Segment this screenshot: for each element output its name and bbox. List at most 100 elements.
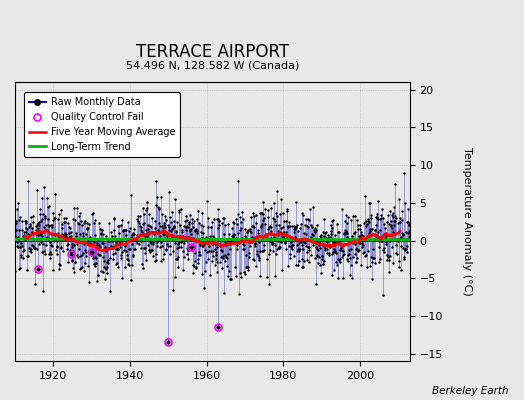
Point [296, 246, 304, 252]
Point [152, 202, 160, 208]
Point [125, 246, 133, 252]
Point [381, 235, 389, 241]
Point [313, 246, 321, 252]
Point [244, 264, 253, 270]
Point [232, 273, 241, 280]
Point [138, 232, 146, 238]
Point [351, 212, 359, 219]
Point [26, 248, 35, 254]
Point [81, 218, 89, 224]
Point [314, 246, 322, 253]
Point [191, 227, 199, 233]
Point [162, 217, 171, 223]
Point [95, 244, 104, 250]
Point [248, 223, 257, 230]
Point [230, 232, 238, 238]
Point [361, 192, 369, 199]
Point [232, 216, 240, 222]
Point [272, 188, 281, 194]
Point [358, 242, 367, 248]
Point [178, 238, 187, 244]
Point [118, 275, 126, 282]
Point [212, 244, 221, 250]
Point [178, 229, 186, 235]
Point [151, 178, 160, 184]
Point [207, 224, 215, 230]
Point [227, 276, 235, 282]
Point [234, 240, 243, 246]
Point [30, 230, 39, 236]
Point [374, 198, 383, 204]
Point [373, 214, 381, 221]
Point [302, 216, 310, 222]
Point [264, 207, 272, 213]
Point [342, 220, 351, 226]
Point [361, 236, 369, 242]
Point [358, 250, 367, 256]
Point [181, 224, 190, 230]
Point [292, 242, 301, 248]
Point [219, 252, 227, 259]
Point [140, 220, 148, 226]
Point [394, 238, 402, 244]
Point [32, 223, 40, 230]
Point [113, 237, 122, 243]
Point [341, 218, 349, 224]
Point [136, 244, 145, 251]
Point [130, 236, 139, 242]
Point [163, 222, 172, 228]
Point [24, 231, 32, 238]
Point [176, 232, 184, 239]
Point [180, 223, 189, 229]
Point [171, 274, 180, 280]
Point [71, 258, 80, 265]
Point [240, 246, 248, 252]
Point [211, 241, 219, 248]
Point [17, 252, 26, 258]
Point [40, 251, 49, 258]
Point [87, 236, 95, 242]
Point [350, 238, 358, 244]
Point [106, 255, 114, 262]
Point [18, 227, 26, 233]
Point [12, 220, 20, 226]
Point [140, 245, 148, 251]
Point [249, 256, 257, 262]
Point [183, 217, 192, 223]
Point [158, 243, 166, 249]
Point [265, 280, 273, 287]
Point [337, 243, 346, 250]
Point [356, 262, 365, 268]
Point [245, 254, 253, 260]
Point [328, 272, 336, 278]
Point [217, 247, 225, 253]
Point [377, 238, 385, 244]
Point [157, 210, 166, 217]
Point [102, 266, 110, 272]
Point [145, 210, 154, 217]
Point [254, 230, 263, 237]
Point [270, 218, 279, 224]
Point [363, 220, 371, 227]
Point [183, 247, 192, 254]
Point [99, 231, 107, 237]
Point [174, 207, 183, 213]
Point [159, 256, 167, 263]
Point [95, 220, 103, 226]
Point [295, 239, 303, 246]
Point [184, 224, 193, 230]
Point [271, 222, 280, 228]
Point [250, 240, 259, 247]
Point [95, 242, 104, 248]
Point [239, 241, 247, 248]
Point [88, 211, 96, 218]
Point [208, 240, 216, 247]
Point [333, 238, 341, 244]
Point [342, 212, 350, 218]
Point [72, 238, 81, 244]
Point [288, 246, 297, 252]
Point [153, 243, 161, 249]
Point [239, 242, 248, 248]
Point [244, 238, 252, 244]
Point [323, 239, 332, 245]
